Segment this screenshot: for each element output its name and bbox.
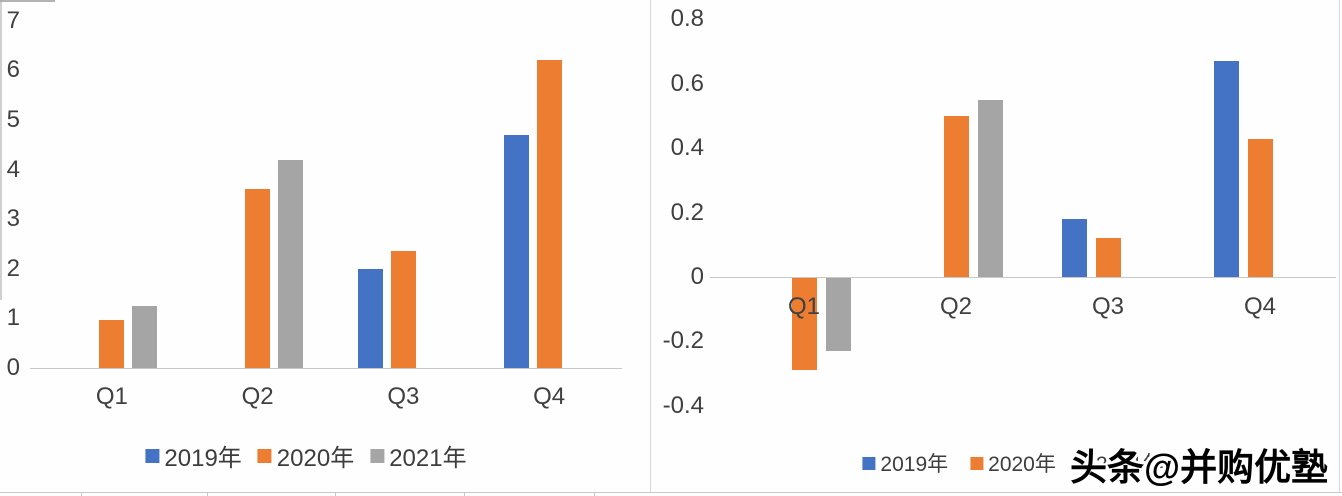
y-tick-label: 4 — [6, 155, 20, 183]
bar — [245, 189, 271, 368]
y-tick-label: 0 — [690, 263, 704, 290]
legend-label: 2019年 — [880, 453, 949, 476]
bar — [943, 116, 969, 277]
legend: 2019年 2020年 2021年 — [145, 438, 467, 473]
bar — [977, 99, 1003, 277]
bar — [503, 134, 529, 368]
sheet-gridline-tick — [207, 492, 208, 496]
category-label: Q2 — [939, 293, 972, 320]
category-label: Q3 — [387, 383, 420, 410]
y-tick-label: 0.2 — [670, 198, 704, 226]
bar — [390, 251, 416, 368]
y-tick-label: 0.8 — [670, 5, 704, 33]
orange-legend-swatch — [257, 448, 272, 463]
bar — [132, 306, 158, 368]
legend-item: 2021年 — [1077, 448, 1164, 478]
orange-legend-swatch — [970, 456, 984, 470]
chart-border-divider — [650, 0, 651, 492]
legend-label: 2021年 — [1095, 453, 1164, 476]
sheet-gridline-tick — [81, 492, 82, 496]
y-tick-label: -0.4 — [662, 391, 704, 419]
legend-label: 2021年 — [389, 445, 467, 472]
legend-label: 2020年 — [988, 453, 1056, 476]
category-label: Q4 — [533, 383, 566, 410]
y-tick-label: 0.6 — [670, 69, 704, 97]
gray-legend-swatch — [1077, 456, 1091, 470]
category-label: Q1 — [95, 383, 128, 410]
blue-legend-swatch — [862, 456, 876, 470]
gray-legend-swatch — [370, 448, 385, 463]
legend-item: 2019年 — [862, 448, 948, 478]
sheet-gridline-horizontal — [0, 492, 1342, 493]
x-axis-line — [710, 277, 1336, 278]
bar — [791, 277, 817, 371]
legend-item: 2020年 — [970, 448, 1056, 478]
y-tick-label: 2 — [6, 254, 20, 282]
category-label: Q1 — [787, 293, 820, 320]
bar — [1213, 61, 1239, 277]
legend-item: 2021年 — [370, 438, 467, 473]
category-label: Q2 — [241, 383, 274, 410]
legend-label: 2019年 — [164, 445, 242, 472]
sheet-gridline-tick — [335, 492, 336, 496]
bar — [1095, 238, 1121, 277]
legend: 2019年 2020年 2021年 — [862, 448, 1164, 478]
bar — [357, 268, 383, 368]
bar — [1061, 219, 1087, 277]
screen-edge-artifact-top — [0, 0, 55, 2]
y-tick-label: 7 — [6, 6, 20, 34]
blue-legend-swatch — [145, 448, 160, 463]
bar — [1247, 138, 1273, 277]
y-tick-label: 3 — [6, 205, 20, 233]
y-tick-label: 0.4 — [670, 134, 704, 162]
x-axis-line — [30, 368, 622, 369]
y-tick-label: 5 — [6, 106, 20, 133]
category-label: Q3 — [1091, 293, 1124, 320]
chart-border-right — [1339, 0, 1340, 492]
category-label: Q4 — [1243, 293, 1276, 320]
y-tick-label: 6 — [6, 56, 20, 84]
legend-item: 2019年 — [145, 438, 242, 473]
bar — [825, 277, 851, 352]
y-tick-label: 0 — [6, 354, 20, 381]
sheet-gridline-tick — [464, 492, 465, 496]
legend-label: 2020年 — [276, 445, 355, 472]
y-tick-label: 1 — [6, 304, 20, 332]
bar — [99, 319, 125, 368]
bar — [278, 159, 304, 368]
bar — [536, 60, 562, 368]
sheet-gridline-tick — [594, 492, 595, 496]
y-tick-label: -0.2 — [662, 327, 704, 355]
screen-edge-artifact-left — [0, 0, 2, 300]
legend-item: 2020年 — [257, 438, 355, 473]
watermark: 头条@并购优塾 — [1070, 447, 1329, 488]
